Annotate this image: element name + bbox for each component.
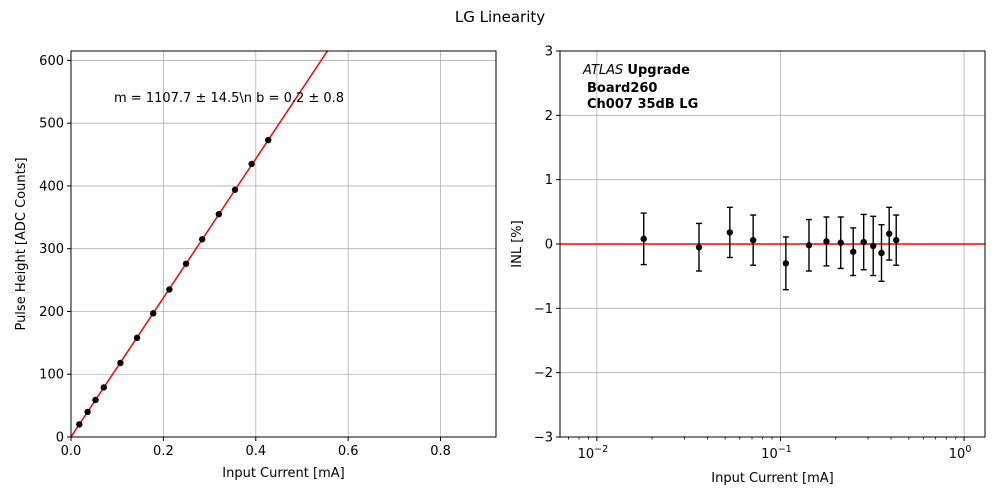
x-tick-label: 0.6 — [338, 444, 359, 459]
y-tick-label: 600 — [39, 54, 64, 69]
data-point — [893, 236, 900, 244]
y-tick-label: 1 — [545, 173, 553, 188]
annotation-line: Board260 — [587, 81, 657, 96]
x-tick-label: 10−2 — [578, 444, 609, 462]
data-point — [870, 242, 877, 250]
x-axis-label: Input Current [mA] — [222, 466, 344, 481]
x-tick-label-exponent: 0 — [965, 444, 971, 455]
data-point — [885, 230, 893, 237]
y-tick-label: 0 — [56, 431, 64, 446]
x-tick-label: 10−1 — [761, 444, 792, 462]
x-tick-label-base: 10 — [761, 447, 778, 462]
axes-frame — [559, 50, 986, 438]
data-point — [150, 310, 157, 317]
x-tick-label-base: 10 — [949, 447, 966, 462]
y-tick-label: 200 — [39, 305, 64, 320]
annotation-bold: Board260 — [587, 81, 657, 96]
fit-annotation: m = 1107.7 ± 14.5\n b = 0.2 ± 0.8 — [114, 91, 344, 106]
data-point — [100, 384, 107, 391]
x-tick-label: 100 — [949, 444, 972, 462]
data-point — [117, 359, 124, 367]
data-point — [850, 248, 857, 255]
y-tick-label: 0 — [545, 238, 553, 253]
linearity-panel: 0.0 0.2 0.4 0.6 0.8 0 100 200 300 400 500 600 m = 11… — [14, 50, 497, 481]
x-tick-label: 0.0 — [61, 444, 82, 459]
x-axis-label: Input Current [mA] — [711, 471, 833, 486]
data-point — [84, 408, 91, 416]
y-tick-label: 500 — [39, 117, 64, 132]
data-point — [640, 235, 647, 243]
y-axis-label: Pulse Height [ADC Counts] — [14, 157, 29, 330]
x-tick-label: 0.8 — [430, 444, 451, 459]
data-point — [182, 260, 190, 267]
data-point — [782, 260, 790, 267]
annotation-bold: Upgrade — [627, 63, 690, 78]
data-point — [133, 334, 141, 342]
data-point — [248, 160, 255, 168]
data-point — [878, 249, 885, 257]
data-point — [837, 239, 844, 246]
x-tick-label-exponent: −1 — [778, 444, 792, 455]
y-tick-label: 400 — [39, 179, 64, 194]
data-point — [231, 186, 239, 193]
data-point — [215, 210, 223, 218]
y-tick-label: 2 — [545, 109, 553, 124]
data-point — [198, 236, 206, 243]
axes-frame — [70, 50, 497, 438]
figure-title: LG Linearity — [455, 8, 545, 26]
x-tick-label: 0.2 — [153, 444, 174, 459]
data-point — [726, 229, 734, 236]
y-tick-label: 100 — [39, 368, 64, 383]
x-tick-label-base: 10 — [578, 447, 595, 462]
data-point — [92, 396, 99, 404]
data-point — [805, 242, 813, 249]
y-tick-label: −3 — [534, 431, 553, 446]
annotation-line: ATLAS Upgrade — [582, 63, 690, 78]
y-tick-label: 300 — [39, 242, 64, 257]
data-point — [695, 244, 703, 251]
data-point — [265, 136, 272, 144]
x-tick-label: 0.4 — [245, 444, 266, 459]
data-point — [76, 421, 83, 428]
annotation-bold: Ch007 35dB LG — [587, 97, 698, 112]
data-point — [860, 238, 867, 246]
y-tick-label: −1 — [534, 302, 553, 317]
annotation-italic: ATLAS — [582, 63, 627, 78]
y-tick-label: −2 — [534, 366, 553, 381]
x-tick-label-exponent: −2 — [594, 444, 608, 455]
y-tick-label: 3 — [545, 45, 553, 60]
data-point — [749, 236, 757, 244]
data-point — [823, 238, 830, 245]
y-axis-label: INL [%] — [510, 220, 525, 267]
annotation-line: Ch007 35dB LG — [587, 97, 698, 112]
data-point — [166, 286, 173, 293]
fit-line — [71, 51, 329, 437]
